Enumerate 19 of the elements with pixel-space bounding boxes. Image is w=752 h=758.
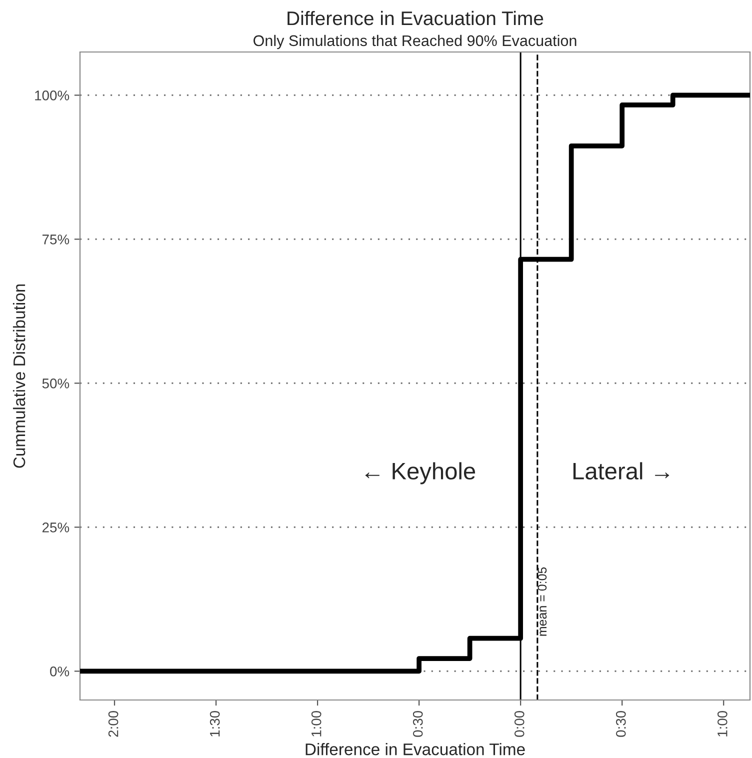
annotation: Lateral → xyxy=(573,462,670,480)
ref-line-label: mean = 0:05 xyxy=(538,567,547,636)
x-tick-label: 1:00 xyxy=(718,710,728,736)
x-tick-label: 0:30 xyxy=(412,710,423,737)
y-axis-title: Cummulative Distribution xyxy=(12,284,26,468)
y-tick-label: 25% xyxy=(42,522,70,532)
annotation: ← Keyhole xyxy=(365,462,476,484)
y-tick-label: 100% xyxy=(35,90,70,100)
y-tick-label: 0% xyxy=(50,666,70,676)
chart-title: Difference in Evacuation Time xyxy=(288,10,544,26)
x-axis-title: Difference in Evacuation Time xyxy=(306,743,525,756)
x-tick-label: 1:30 xyxy=(210,710,220,736)
x-tick-label: 0:30 xyxy=(616,710,626,737)
x-tick-label: 2:00 xyxy=(108,710,118,737)
y-tick-label: 50% xyxy=(42,378,70,388)
chart-subtitle: Only Simulations that Reached 90% Evacuation xyxy=(254,34,576,50)
x-tick-label: 0:00 xyxy=(514,710,524,737)
x-tick-label: 1:00 xyxy=(311,710,322,736)
y-tick-label: 75% xyxy=(42,234,70,244)
